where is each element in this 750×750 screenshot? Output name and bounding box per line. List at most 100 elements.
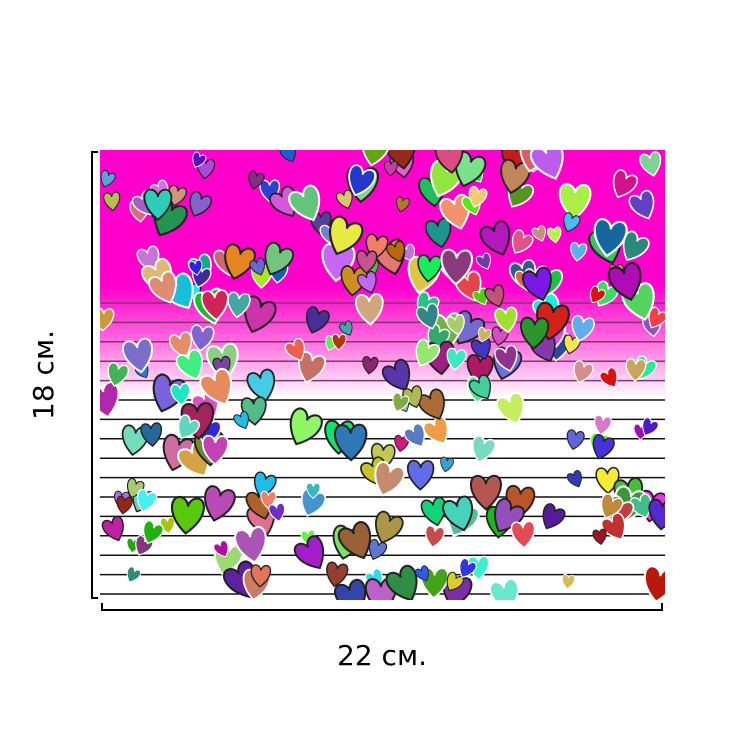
heart — [546, 226, 562, 244]
heart — [248, 170, 265, 190]
heart — [442, 495, 473, 532]
heart — [489, 578, 519, 600]
heart — [434, 150, 464, 174]
heart — [496, 392, 525, 425]
heart — [361, 150, 391, 167]
heart — [289, 407, 323, 446]
heart — [204, 485, 236, 522]
heart — [284, 337, 305, 361]
heart — [374, 461, 406, 497]
heart — [639, 151, 662, 177]
heart — [403, 423, 425, 448]
heart — [386, 240, 406, 263]
heart — [337, 521, 372, 560]
heart — [326, 561, 349, 588]
heart — [625, 358, 647, 382]
heart — [392, 392, 410, 413]
heart — [143, 188, 173, 221]
heart — [355, 293, 384, 326]
heart — [126, 478, 145, 499]
heart — [648, 306, 665, 329]
heart — [116, 495, 133, 515]
heart — [381, 358, 411, 391]
heart — [224, 243, 256, 281]
heart — [561, 574, 576, 590]
heart — [175, 348, 203, 381]
heart — [470, 474, 502, 511]
heart — [334, 423, 368, 462]
heart — [227, 291, 251, 319]
heart — [494, 344, 518, 372]
heart — [628, 189, 655, 220]
heart — [374, 510, 404, 544]
heart — [329, 215, 364, 256]
heart — [595, 466, 620, 495]
heart — [383, 160, 398, 177]
heart — [600, 512, 626, 541]
heart — [250, 564, 272, 588]
heart — [475, 252, 491, 270]
heart — [622, 230, 650, 261]
heart — [600, 493, 624, 519]
height-label: 18 см. — [27, 330, 60, 420]
heart — [249, 257, 266, 276]
heart — [648, 498, 665, 531]
heart — [396, 196, 410, 213]
heart — [264, 241, 294, 276]
heart — [484, 284, 505, 308]
heart — [573, 360, 594, 384]
heart — [170, 382, 191, 406]
heart — [594, 414, 612, 436]
heart — [468, 186, 488, 208]
heart — [468, 374, 491, 400]
heart — [425, 525, 445, 548]
heart — [470, 336, 491, 361]
heart — [415, 302, 439, 330]
heart — [201, 434, 229, 466]
hearts — [100, 150, 665, 600]
heart — [494, 306, 518, 334]
heart — [607, 262, 642, 301]
heart — [148, 270, 177, 304]
heart — [136, 488, 158, 513]
heart — [542, 503, 566, 530]
heart — [415, 338, 441, 367]
heart — [566, 429, 585, 451]
heart — [200, 289, 229, 322]
heart — [563, 212, 581, 233]
heart — [446, 571, 464, 592]
heart — [331, 333, 347, 351]
heart — [288, 184, 321, 222]
heart — [612, 169, 639, 199]
heart — [385, 564, 418, 600]
heart — [479, 220, 511, 256]
heart — [402, 385, 423, 409]
heart — [136, 245, 160, 272]
heart — [472, 287, 488, 306]
heart — [306, 482, 321, 499]
heart — [643, 565, 665, 600]
heart — [420, 496, 447, 527]
heart — [253, 471, 277, 498]
heart — [107, 362, 130, 387]
heart — [142, 520, 164, 545]
heart — [472, 435, 497, 464]
width-label: 22 см. — [337, 639, 427, 672]
heart — [510, 520, 536, 549]
heart — [233, 411, 249, 430]
heart — [520, 316, 550, 350]
heart — [590, 285, 606, 304]
heart — [531, 225, 546, 242]
heart — [599, 367, 618, 388]
heart — [188, 259, 203, 276]
heart — [558, 183, 592, 221]
heart — [406, 459, 435, 491]
heart — [213, 540, 229, 558]
heart — [189, 190, 212, 217]
heart — [199, 367, 233, 406]
heart — [414, 565, 429, 582]
heart — [440, 248, 473, 286]
heart — [592, 528, 607, 546]
